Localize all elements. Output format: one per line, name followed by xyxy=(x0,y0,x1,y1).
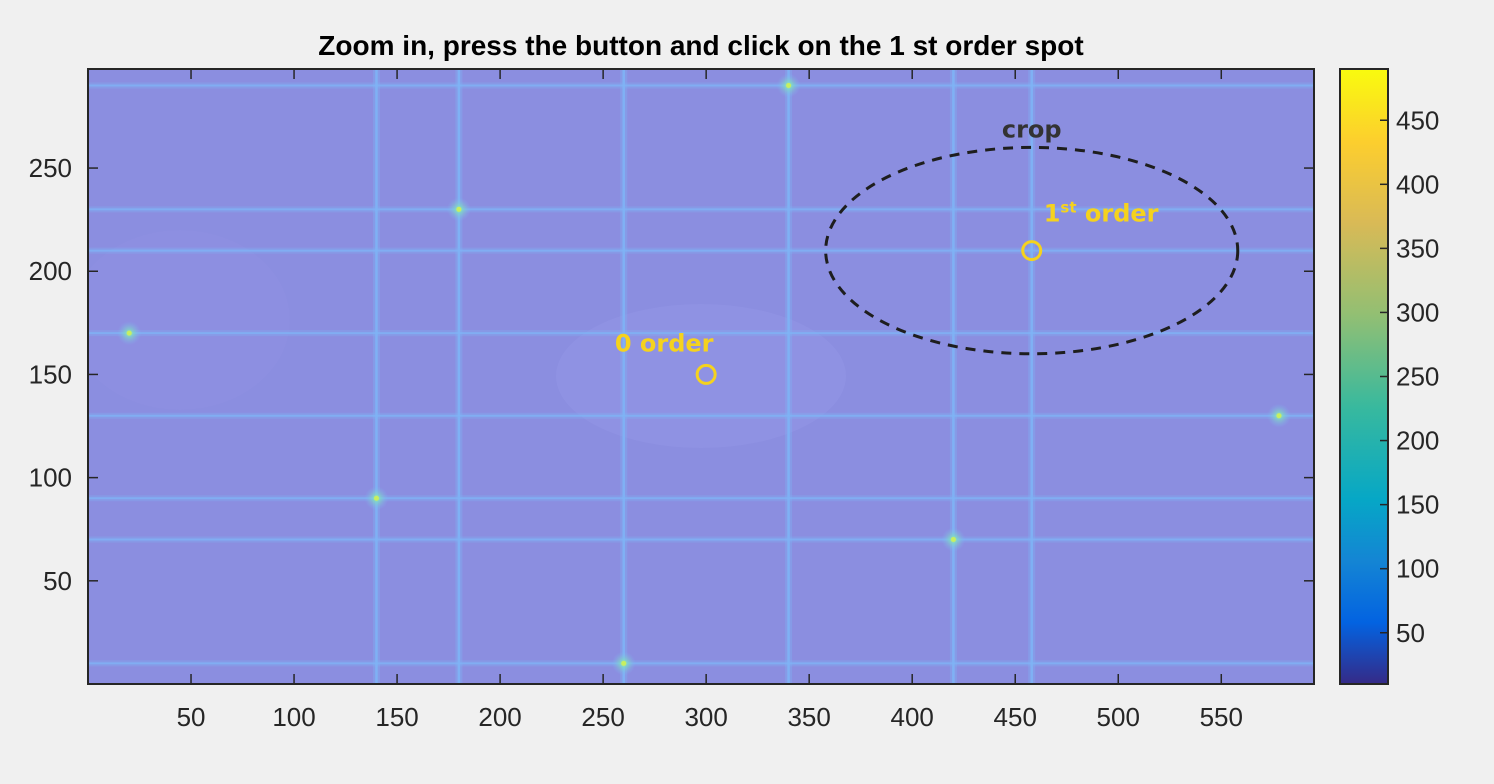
crop-label: crop xyxy=(1002,115,1062,143)
y-axis: 50 100 150 200 250 xyxy=(29,153,1314,596)
x-tick-label-3: 200 xyxy=(478,702,521,732)
marker-circle-0 xyxy=(695,363,717,385)
side-halo-left xyxy=(88,230,290,410)
y-tick-label-1: 100 xyxy=(29,463,72,493)
zero-order-halo xyxy=(556,304,846,448)
heatmap-structure xyxy=(88,69,1314,684)
first-order-label: 1st order xyxy=(1044,199,1159,228)
x-tick-label-6: 350 xyxy=(787,702,830,732)
colorbar-tick-label-2: 150 xyxy=(1396,490,1439,520)
crop-ellipse xyxy=(824,145,1240,356)
marker-circle-1 xyxy=(1021,240,1043,262)
colorbar-tick-label-3: 200 xyxy=(1396,426,1439,456)
x-tick-label-5: 300 xyxy=(684,702,727,732)
x-tick-label-1: 100 xyxy=(272,702,315,732)
x-tick-label-7: 400 xyxy=(891,702,934,732)
x-tick-label-8: 450 xyxy=(994,702,1037,732)
x-tick-label-10: 550 xyxy=(1200,702,1243,732)
chart-title: Zoom in, press the button and click on t… xyxy=(318,30,1083,61)
bright-spot-core-0 xyxy=(456,206,462,212)
annotations: 0 order 1st order crop xyxy=(615,115,1240,385)
x-axis: 50 100 150 200 250 300 350 400 450 500 550 xyxy=(177,69,1243,732)
colorbar-tick-label-8: 450 xyxy=(1396,105,1439,135)
zero-order-label: 0 order xyxy=(615,329,714,357)
heatmap-image[interactable] xyxy=(88,69,1314,684)
bright-spot-core-2 xyxy=(950,537,956,543)
colorbar-tick-label-4: 250 xyxy=(1396,362,1439,392)
colorbar-tick-label-6: 350 xyxy=(1396,233,1439,263)
colorbar-tick-label-5: 300 xyxy=(1396,297,1439,327)
colorbar-tick-label-0: 50 xyxy=(1396,618,1425,648)
bright-spot-core-3 xyxy=(621,660,627,666)
bright-spot-core-1 xyxy=(373,495,379,501)
y-tick-label-4: 250 xyxy=(29,153,72,183)
y-tick-label-2: 150 xyxy=(29,359,72,389)
colorbar-tick-label-1: 100 xyxy=(1396,554,1439,584)
colorbar-axis: 50 100 150 200 250 300 350 400 450 xyxy=(1380,105,1439,648)
y-tick-label-0: 50 xyxy=(43,566,72,596)
y-tick-label-3: 200 xyxy=(29,256,72,286)
bright-spot-core-6 xyxy=(1276,413,1282,419)
x-tick-label-4: 250 xyxy=(581,702,624,732)
x-tick-label-0: 50 xyxy=(177,702,206,732)
bright-spot-core-4 xyxy=(786,83,792,89)
x-tick-label-2: 150 xyxy=(375,702,418,732)
plot-frame xyxy=(87,68,1315,685)
x-tick-label-9: 500 xyxy=(1097,702,1140,732)
colorbar-tick-label-7: 400 xyxy=(1396,169,1439,199)
bright-spot-core-5 xyxy=(126,330,132,336)
